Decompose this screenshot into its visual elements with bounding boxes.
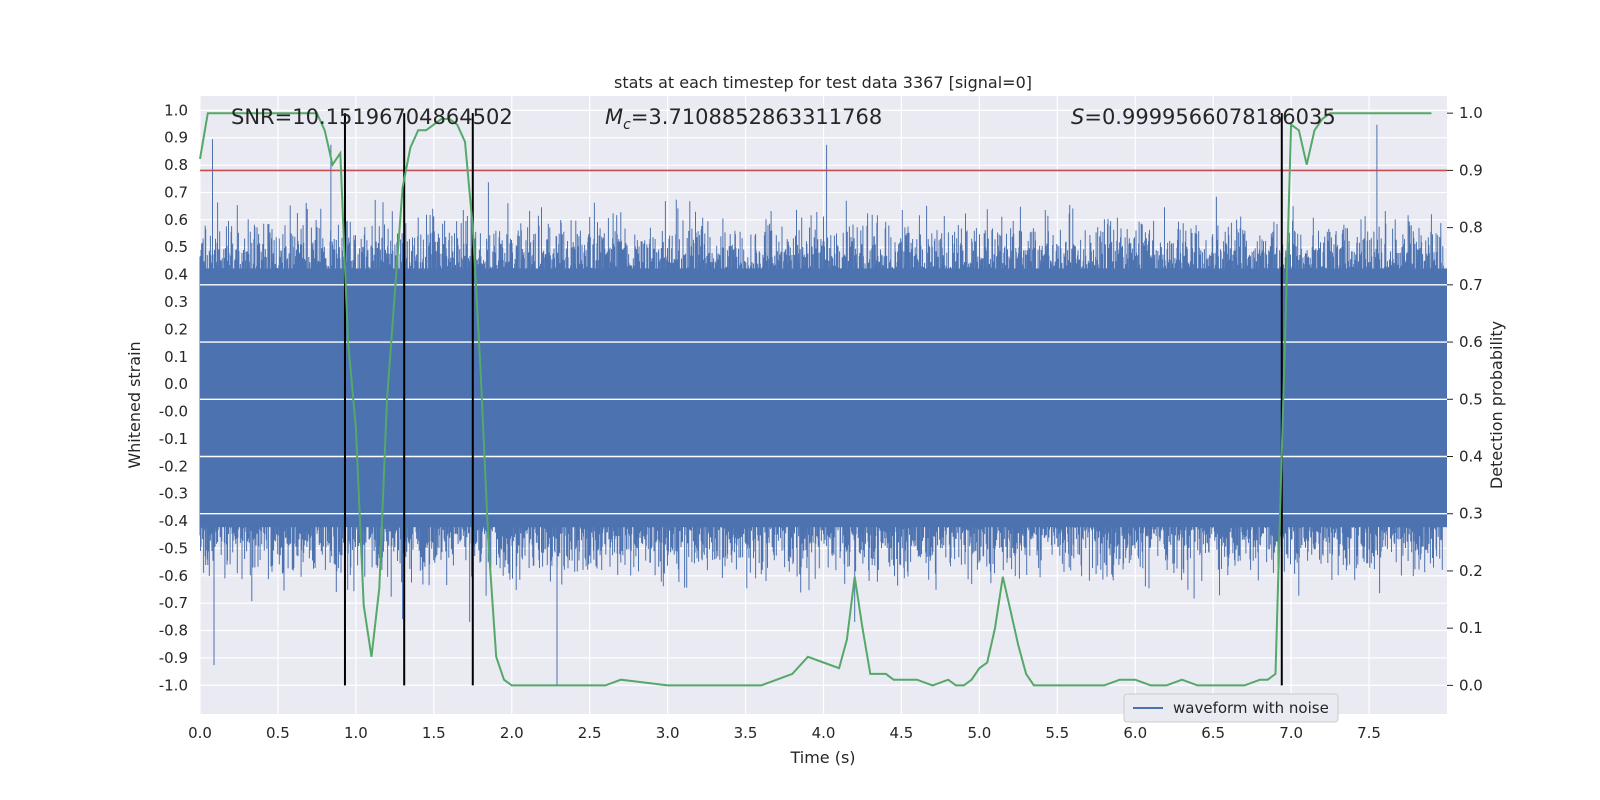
x-tick-label: 5.5 — [1045, 724, 1069, 742]
x-tick-label: 7.5 — [1357, 724, 1381, 742]
x-tick-label: 4.0 — [812, 724, 836, 742]
snr-annotation: SNR=10.15196704864502 — [231, 105, 513, 129]
y2-tick-label: 0.1 — [1459, 619, 1483, 637]
y-tick-label: -1.0 — [159, 676, 188, 694]
mc-subscript: c — [623, 117, 631, 133]
y-tick-label: 0.8 — [164, 156, 188, 174]
y-ticks: 1.0 0.9 0.8 0.7 0.6 0.5 0.4 0.3 0.2 0.1 0.0 -0.0 -0.… — [159, 101, 188, 694]
y2-tick-label: 0.5 — [1459, 390, 1483, 408]
legend-box — [1123, 693, 1339, 723]
y-tick-label: 0.2 — [164, 320, 188, 338]
y-tick-label: -0.4 — [159, 512, 188, 530]
y-tick-label: -0.8 — [159, 622, 188, 640]
y-tick-label: 0.3 — [164, 293, 188, 311]
x-tick-label: 0.0 — [188, 724, 212, 742]
y2-tick-label: 0.4 — [1459, 448, 1483, 466]
x-tick-label: 2.0 — [500, 724, 524, 742]
y2-axis-label: Detection probability — [1487, 321, 1506, 489]
right-grid — [200, 284, 1447, 515]
y-tick-label: 0.5 — [164, 238, 188, 256]
x-tick-label: 3.5 — [734, 724, 758, 742]
y2-tick-label: 0.0 — [1459, 676, 1483, 694]
s-symbol: S — [1071, 105, 1084, 129]
s-value: =0.9999566078186035 — [1084, 105, 1335, 129]
y2-tick-label: 0.6 — [1459, 333, 1483, 351]
y2-tick-label: 1.0 — [1459, 104, 1483, 122]
x-tick-label: 0.5 — [266, 724, 290, 742]
x-ticks: 0.0 0.5 1.0 1.5 2.0 2.5 3.0 3.5 4.0 4.5 5.0 5.5 6.0 6… — [188, 724, 1381, 742]
x-tick-label: 1.0 — [344, 724, 368, 742]
x-tick-label: 6.0 — [1123, 724, 1147, 742]
y-tick-label: 0.1 — [164, 348, 188, 366]
x-tick-label: 2.5 — [578, 724, 602, 742]
x-tick-label: 4.5 — [890, 724, 914, 742]
y-tick-label: -0.2 — [159, 457, 188, 475]
y-tick-label: 0.7 — [164, 183, 188, 201]
y2-tick-label: 0.7 — [1459, 276, 1483, 294]
x-tick-label: 6.5 — [1201, 724, 1225, 742]
y-tick-label: 1.0 — [164, 101, 188, 119]
vertical-markers — [343, 113, 1283, 686]
y2-tick-label: 0.8 — [1459, 219, 1483, 237]
y-tick-label: -0.3 — [159, 485, 188, 503]
y-tick-label: -0.1 — [159, 430, 188, 448]
y-tick-label: -0.0 — [159, 403, 188, 421]
y2-tick-label: 0.9 — [1459, 161, 1483, 179]
y2-ticks: 1.0 0.9 0.8 0.7 0.6 0.5 0.4 0.3 0.2 0.1 0.0 — [1447, 104, 1483, 694]
y-tick-label: 0.4 — [164, 266, 188, 284]
x-axis-label: Time (s) — [789, 748, 855, 767]
mc-annotation: Mc=3.7108852863311768 — [605, 105, 882, 133]
chart-title: stats at each timestep for test data 336… — [614, 73, 1032, 92]
y-axis-label: Whitened strain — [125, 341, 144, 468]
y2-tick-label: 0.2 — [1459, 562, 1483, 580]
detection-probability-line — [199, 112, 1432, 687]
x-tick-label: 7.0 — [1279, 724, 1303, 742]
mc-symbol: M — [605, 105, 623, 129]
waveform-trace — [199, 124, 1444, 686]
x-tick-label: 1.5 — [422, 724, 446, 742]
waveform-series — [199, 124, 1447, 686]
legend: waveform with noise — [1123, 693, 1339, 723]
mc-value: =3.7108852863311768 — [631, 105, 882, 129]
x-tick-label: 3.0 — [656, 724, 680, 742]
y-tick-label: -0.5 — [159, 539, 188, 557]
x-tick-label: 5.0 — [967, 724, 991, 742]
y-tick-label: -0.9 — [159, 649, 188, 667]
y-tick-label: 0.0 — [164, 375, 188, 393]
y-tick-label: 0.9 — [164, 129, 188, 147]
y-tick-label: -0.6 — [159, 567, 188, 585]
y2-tick-label: 0.3 — [1459, 505, 1483, 523]
s-annotation: S=0.9999566078186035 — [1071, 105, 1336, 129]
y-tick-label: 0.6 — [164, 211, 188, 229]
y-tick-label: -0.7 — [159, 594, 188, 612]
legend-label: waveform with noise — [1173, 699, 1329, 717]
